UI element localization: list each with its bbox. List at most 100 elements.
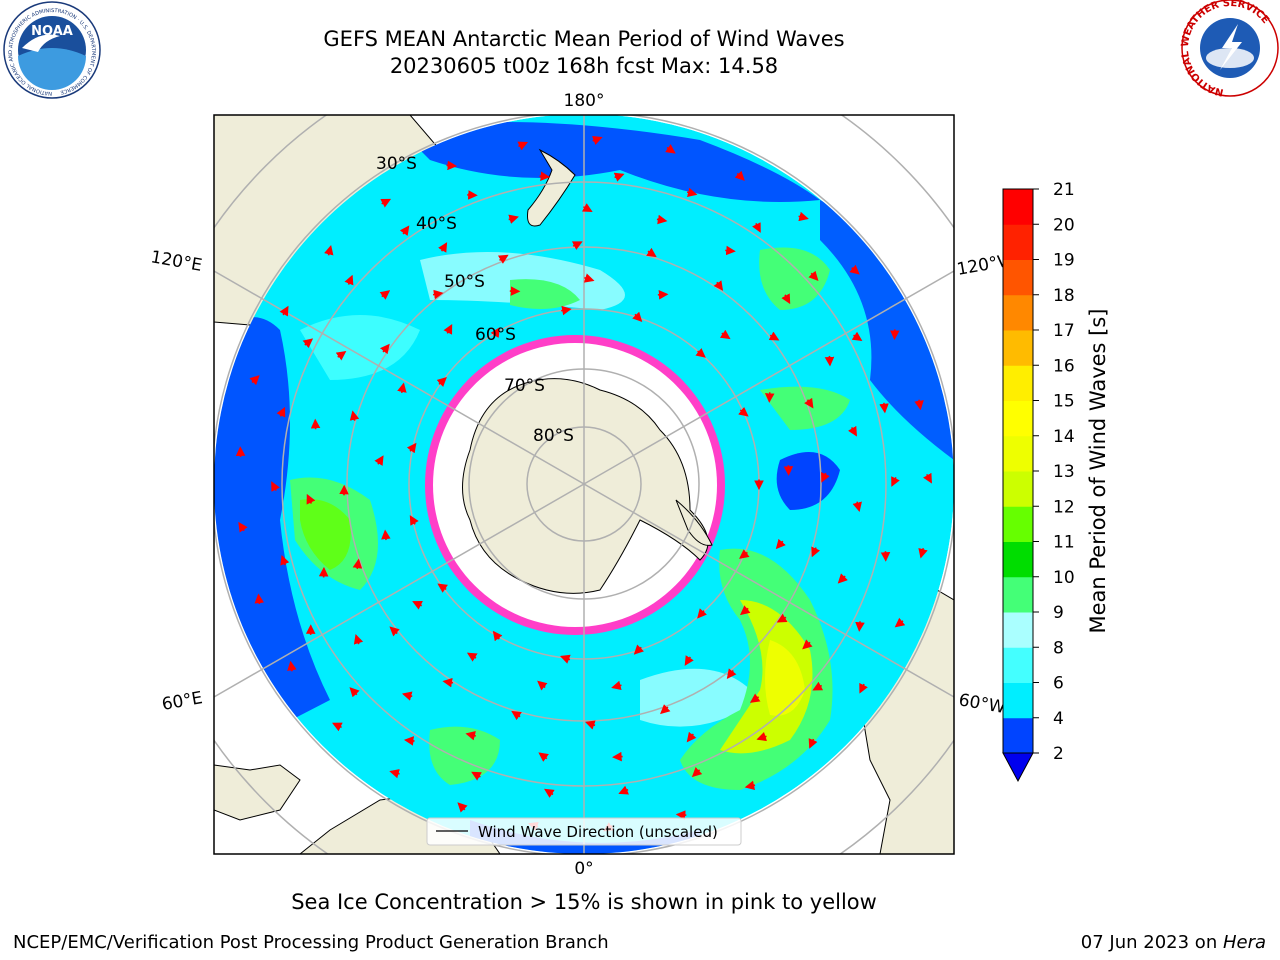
wave-direction-arrow bbox=[646, 247, 657, 258]
wave-direction-arrow bbox=[697, 608, 708, 619]
wave-direction-arrow bbox=[353, 634, 364, 645]
wave-direction-arrow bbox=[497, 254, 509, 264]
lon-label-180: 180° bbox=[564, 91, 605, 111]
wave-direction-arrow bbox=[389, 626, 400, 637]
wave-direction-arrow bbox=[740, 605, 751, 616]
wave-direction-arrow bbox=[490, 327, 500, 338]
wave-direction-arrow bbox=[571, 241, 583, 250]
wave-direction-arrow bbox=[891, 476, 900, 487]
wave-direction-arrow bbox=[752, 222, 761, 233]
lon-label-0: 0° bbox=[574, 859, 593, 879]
colorbar-tick-label: 13 bbox=[1053, 462, 1075, 482]
wave-direction-arrow bbox=[914, 399, 924, 411]
colorbar-segment bbox=[1003, 400, 1033, 437]
lat-label-80s: 80°S bbox=[533, 426, 574, 446]
wave-direction-arrow bbox=[511, 710, 522, 721]
wave-direction-arrow bbox=[403, 736, 415, 746]
wave-direction-arrow bbox=[675, 810, 687, 820]
wave-direction-arrow bbox=[324, 245, 334, 256]
wave-direction-arrow bbox=[756, 731, 768, 742]
wave-direction-arrow bbox=[781, 293, 791, 305]
wave-direction-arrow bbox=[287, 660, 297, 672]
wind-wave-arrows bbox=[235, 135, 932, 832]
colorbar-tick-label: 6 bbox=[1053, 674, 1064, 694]
colorbar-segment bbox=[1003, 506, 1033, 542]
colorbar-segment bbox=[1003, 189, 1033, 225]
colorbar-tick-label: 20 bbox=[1053, 215, 1075, 235]
wave-direction-arrow bbox=[686, 187, 698, 198]
wave-direction-arrow bbox=[632, 311, 643, 323]
wave-direction-arrow bbox=[379, 290, 391, 300]
lat-label-70s: 70°S bbox=[504, 376, 545, 396]
wave-direction-arrow bbox=[280, 554, 290, 566]
colorbar-segment bbox=[1003, 647, 1033, 683]
wave-direction-arrow bbox=[437, 583, 449, 593]
lon-label-60w: 60°W bbox=[957, 690, 1007, 718]
wave-direction-arrow bbox=[302, 338, 314, 349]
wave-direction-arrow bbox=[859, 682, 868, 694]
wave-direction-arrow bbox=[306, 493, 316, 505]
colorbar-segment bbox=[1003, 717, 1033, 754]
wave-direction-arrow bbox=[492, 630, 503, 642]
wave-direction-arrow bbox=[665, 144, 676, 154]
colorbar-tick-label: 18 bbox=[1053, 286, 1075, 306]
colorbar-segment bbox=[1003, 365, 1033, 401]
wave-direction-arrow bbox=[397, 382, 407, 394]
colorbar-label: Mean Period of Wind Waves [s] bbox=[1086, 309, 1110, 634]
wave-direction-arrow bbox=[585, 720, 596, 730]
wave-direction-arrow bbox=[660, 704, 671, 715]
colorbar-tick-label: 17 bbox=[1053, 321, 1075, 341]
wave-direction-arrow bbox=[691, 767, 703, 778]
map-area: Wind Wave Direction (unscaled) bbox=[214, 115, 954, 854]
wave-direction-arrow bbox=[812, 681, 824, 691]
wave-direction-arrow bbox=[808, 270, 819, 281]
wave-direction-arrow bbox=[457, 802, 468, 813]
wave-direction-arrow bbox=[401, 691, 413, 701]
colorbar-segment bbox=[1003, 576, 1033, 613]
wave-direction-arrow bbox=[749, 693, 761, 703]
wave-direction-arrow bbox=[726, 668, 737, 679]
colorbar-tick-label: 11 bbox=[1053, 533, 1075, 553]
wave-direction-arrow bbox=[352, 558, 363, 570]
colorbar-segment bbox=[1003, 330, 1033, 366]
wave-direction-arrow bbox=[739, 549, 750, 559]
wave-direction-arrow bbox=[923, 472, 932, 484]
colorbar-tick-label: 14 bbox=[1053, 427, 1075, 447]
wave-direction-arrow bbox=[436, 377, 447, 388]
wave-direction-arrow bbox=[894, 617, 906, 628]
wave-direction-arrow bbox=[847, 425, 857, 437]
wave-direction-arrow bbox=[399, 225, 410, 236]
wave-direction-arrow bbox=[471, 771, 482, 781]
nws-logo: NATIONAL WEATHER SERVICE bbox=[1180, 0, 1279, 98]
colorbar-tick-label: 2 bbox=[1053, 744, 1064, 764]
antarctica-landmass bbox=[462, 378, 709, 594]
wave-direction-arrow bbox=[349, 410, 360, 421]
wave-direction-arrow bbox=[824, 355, 835, 367]
wave-direction-arrow bbox=[851, 331, 863, 342]
footer-date-text: 07 Jun 2023 on bbox=[1080, 932, 1223, 953]
wave-direction-arrow bbox=[389, 769, 400, 779]
wave-direction-arrow bbox=[443, 323, 453, 335]
wave-direction-arrow bbox=[238, 521, 248, 533]
wave-direction-arrow bbox=[656, 214, 668, 225]
wave-direction-arrow bbox=[432, 289, 444, 300]
wave-direction-arrow bbox=[713, 280, 724, 291]
wave-direction-arrow bbox=[684, 655, 694, 666]
colorbar-tick-label: 8 bbox=[1053, 638, 1064, 658]
footer-machine: Hera bbox=[1222, 932, 1266, 953]
colorbar-segment bbox=[1003, 435, 1033, 472]
wave-direction-arrow bbox=[539, 171, 551, 182]
wave-direction-arrow bbox=[406, 442, 417, 454]
wave-direction-arrow bbox=[686, 731, 697, 743]
wave-direction-arrow bbox=[738, 406, 749, 417]
wave-direction-arrow bbox=[612, 751, 623, 762]
lat-label-50s: 50°S bbox=[444, 272, 485, 292]
noaa-logo: NOAA NATIONAL OCEANIC AND ATMOSPHERIC AD… bbox=[3, 1, 101, 99]
wave-direction-arrow bbox=[537, 680, 548, 691]
wave-direction-arrow bbox=[438, 242, 448, 253]
wave-direction-arrow bbox=[349, 687, 360, 698]
wave-direction-arrow bbox=[254, 593, 265, 605]
colorbar-tick-label: 21 bbox=[1053, 180, 1075, 200]
map-frame bbox=[213, 114, 955, 855]
